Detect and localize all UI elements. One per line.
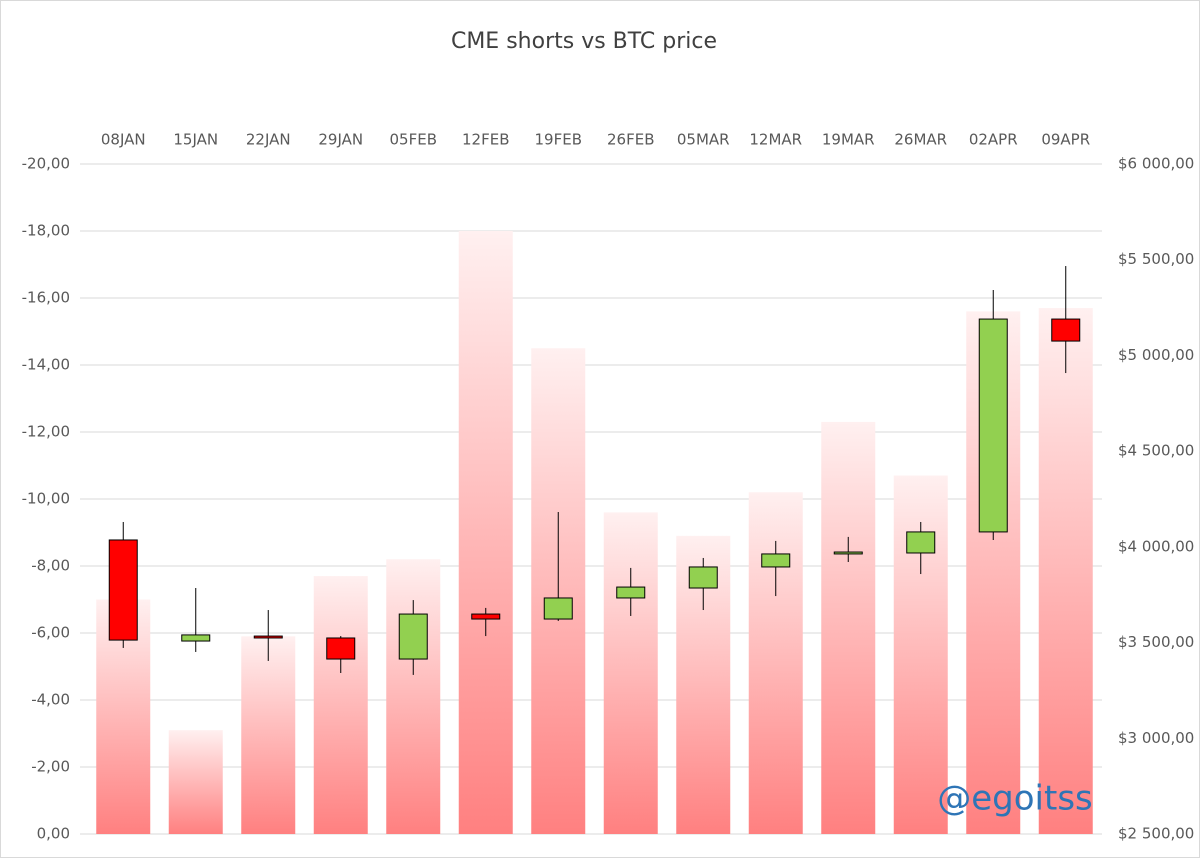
y-tick-label: -12,00 [22, 423, 70, 441]
candle-body [326, 637, 356, 660]
y-tick-label: -20,00 [22, 155, 70, 173]
y2-tick-label: $5 500,00 [1118, 250, 1194, 268]
bar [313, 576, 368, 834]
x-tick-label: 26FEB [607, 131, 654, 149]
x-tick-label: 05FEB [390, 131, 437, 149]
x-tick-label: 22JAN [246, 131, 291, 149]
candle-body [398, 613, 428, 660]
y2-tick-label: $3 500,00 [1118, 633, 1194, 651]
x-tick-label: 05MAR [677, 131, 730, 149]
y2-tick-label: $6 000,00 [1118, 155, 1194, 173]
y2-tick-label: $5 000,00 [1118, 346, 1194, 364]
y-tick-label: -18,00 [22, 222, 70, 240]
y2-tick-label: $3 000,00 [1118, 729, 1194, 747]
candle-body [616, 586, 646, 599]
y-tick-label: -8,00 [31, 557, 70, 575]
bar [1038, 308, 1093, 834]
candle-body [543, 597, 573, 620]
watermark: @egoitss [937, 779, 1093, 819]
bar [603, 512, 658, 834]
x-tick-label: 19FEB [535, 131, 582, 149]
y-tick-label: -10,00 [22, 490, 70, 508]
x-tick-label: 08JAN [101, 131, 146, 149]
candle-body [181, 634, 211, 642]
bar [168, 730, 223, 834]
candle-body [688, 566, 718, 589]
y2-tick-label: $4 500,00 [1118, 442, 1194, 460]
y2-tick-label: $2 500,00 [1118, 825, 1194, 843]
y-tick-label: -6,00 [31, 624, 70, 642]
x-tick-label: 09APR [1041, 131, 1090, 149]
y-tick-label: -2,00 [31, 758, 70, 776]
chart-title: CME shorts vs BTC price [451, 29, 717, 54]
candle-body [108, 539, 138, 641]
x-tick-label: 02APR [969, 131, 1018, 149]
candle-body [906, 531, 936, 554]
x-tick-label: 12FEB [462, 131, 509, 149]
y-tick-label: -16,00 [22, 289, 70, 307]
bar [241, 636, 296, 834]
x-tick-label: 29JAN [318, 131, 363, 149]
x-tick-label: 19MAR [822, 131, 875, 149]
candle-body [471, 613, 501, 620]
candle-body [253, 635, 283, 639]
x-tick-label: 26MAR [894, 131, 947, 149]
candle-body [978, 318, 1008, 533]
y2-tick-label: $4 000,00 [1118, 537, 1194, 555]
candle-body [1051, 318, 1081, 342]
candle-body [761, 553, 791, 568]
x-tick-label: 15JAN [173, 131, 218, 149]
x-tick-label: 12MAR [749, 131, 802, 149]
y-tick-label: -14,00 [22, 356, 70, 374]
y-tick-label: 0,00 [37, 825, 70, 843]
bar [821, 421, 876, 834]
bar [458, 231, 513, 834]
y-tick-label: -4,00 [31, 691, 70, 709]
candle-body [833, 551, 863, 555]
